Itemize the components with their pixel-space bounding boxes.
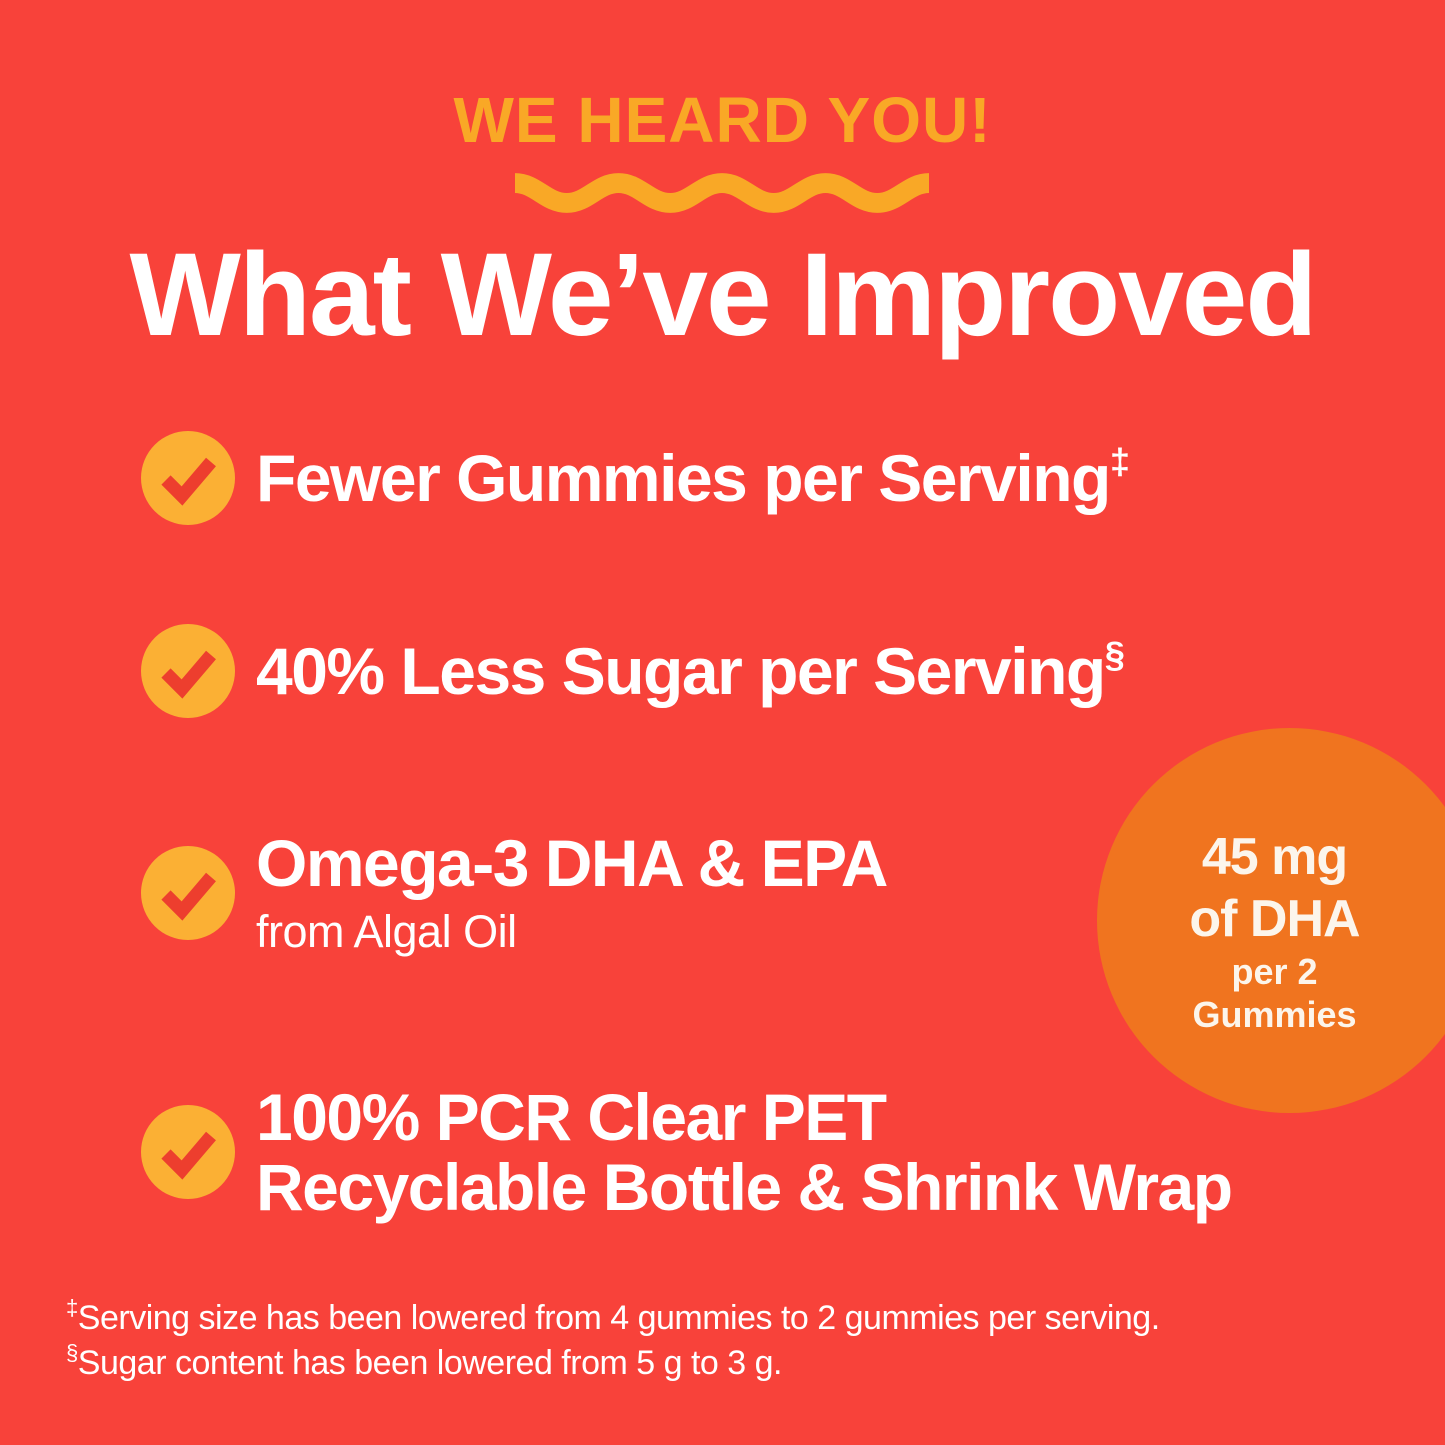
dha-amount-badge: 45 mg of DHA per 2 Gummies [1097, 728, 1445, 1113]
benefit-item-fewer-gummies: Fewer Gummies per Serving‡ [141, 431, 1130, 525]
footnote-serving-size: ‡Serving size has been lowered from 4 gu… [66, 1296, 1160, 1341]
benefit-line1: 100% PCR Clear PET [256, 1080, 887, 1154]
eyebrow-heading: WE HEARD YOU! [453, 84, 992, 156]
badge-amount: 45 mg [1201, 828, 1348, 886]
badge-per-line1: per 2 [1231, 951, 1318, 992]
footnote-text: Sugar content has been lowered from 5 g … [77, 1344, 783, 1382]
footnote-marker: § [1104, 634, 1125, 675]
benefit-item-omega3: Omega-3 DHA & EPA from Algal Oil [141, 824, 888, 962]
footnote-sugar-content: §Sugar content has been lowered from 5 g… [66, 1341, 1160, 1386]
benefit-subtitle: from Algal Oil [256, 906, 517, 957]
benefit-item-less-sugar: 40% Less Sugar per Serving§ [141, 624, 1125, 718]
checkmark-icon [141, 1105, 235, 1199]
benefit-text: Fewer Gummies per Serving [256, 441, 1111, 515]
checkmark-icon [141, 431, 235, 525]
benefit-item-recyclable: 100% PCR Clear PET Recyclable Bottle & S… [141, 1080, 1233, 1224]
benefit-line2: Recyclable Bottle & Shrink Wrap [256, 1150, 1233, 1224]
badge-nutrient: of DHA [1189, 890, 1360, 948]
benefit-label: Fewer Gummies per Serving‡ [256, 440, 1130, 516]
checkmark-icon [141, 846, 235, 940]
badge-per-line2: Gummies [1192, 994, 1357, 1035]
footnotes: ‡Serving size has been lowered from 4 gu… [66, 1296, 1160, 1386]
checkmark-icon [141, 624, 235, 718]
footnote-text: Serving size has been lowered from 4 gum… [77, 1299, 1160, 1337]
footnote-marker: § [66, 1339, 78, 1365]
benefit-text: 40% Less Sugar per Serving [256, 634, 1106, 708]
wavy-underline-icon [514, 173, 930, 213]
footnote-marker: ‡ [1109, 441, 1130, 482]
page-title: What We’ve Improved [129, 229, 1318, 361]
benefit-label: 40% Less Sugar per Serving§ [256, 633, 1125, 709]
benefit-title: Omega-3 DHA & EPA [256, 826, 888, 900]
footnote-marker: ‡ [66, 1294, 78, 1320]
